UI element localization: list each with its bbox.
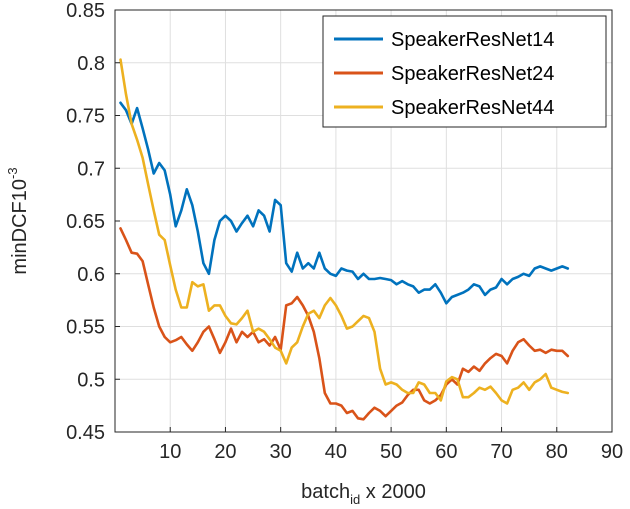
x-tick-labels: 10 20 30 40 50 60 70 80 90 (159, 441, 623, 463)
x-axis-label-suffix: x 2000 (360, 481, 426, 503)
series-line-speakerresnet44 (119, 58, 570, 405)
series-line-speakerresnet24 (119, 227, 570, 421)
y-tick-label: 0.75 (66, 106, 105, 128)
x-tick-label: 80 (546, 441, 568, 463)
legend-label: SpeakerResNet44 (391, 97, 554, 119)
y-axis-label-superscript: -3 (5, 167, 20, 179)
y-axis-label-main: minDCF10 (9, 179, 31, 275)
y-tick-label: 0.55 (66, 317, 105, 339)
y-axis-label: minDCF10-3 (5, 167, 31, 274)
x-tick-label: 10 (159, 441, 181, 463)
x-tick-label: 20 (214, 441, 236, 463)
x-axis-label-main: batch (301, 481, 350, 503)
x-tick-label: 40 (325, 441, 347, 463)
x-tick-label: 60 (435, 441, 457, 463)
y-tick-label: 0.7 (77, 158, 105, 180)
y-tick-label: 0.8 (77, 53, 105, 75)
legend: SpeakerResNet14 SpeakerResNet24 SpeakerRes… (322, 15, 607, 128)
x-tick-label: 70 (490, 441, 512, 463)
y-tick-label: 0.45 (66, 422, 105, 444)
y-tick-label: 0.65 (66, 211, 105, 233)
series-line-speakerresnet14 (119, 101, 570, 305)
x-tick-label: 90 (601, 441, 623, 463)
y-tick-label: 0.6 (77, 264, 105, 286)
x-tick-label: 50 (380, 441, 402, 463)
legend-label: SpeakerResNet24 (391, 63, 554, 85)
y-tick-label: 0.85 (66, 0, 105, 22)
legend-label: SpeakerResNet14 (391, 29, 554, 51)
tick-marks (115, 9, 613, 433)
y-tick-label: 0.5 (77, 369, 105, 391)
x-axis-label: batchid x 2000 (301, 481, 426, 507)
y-tick-labels: 0.45 0.5 0.55 0.6 0.65 0.7 0.75 0.8 0.85 (66, 0, 105, 444)
series-layer (119, 58, 570, 421)
x-tick-label: 30 (270, 441, 292, 463)
x-axis-label-subscript: id (350, 492, 360, 507)
